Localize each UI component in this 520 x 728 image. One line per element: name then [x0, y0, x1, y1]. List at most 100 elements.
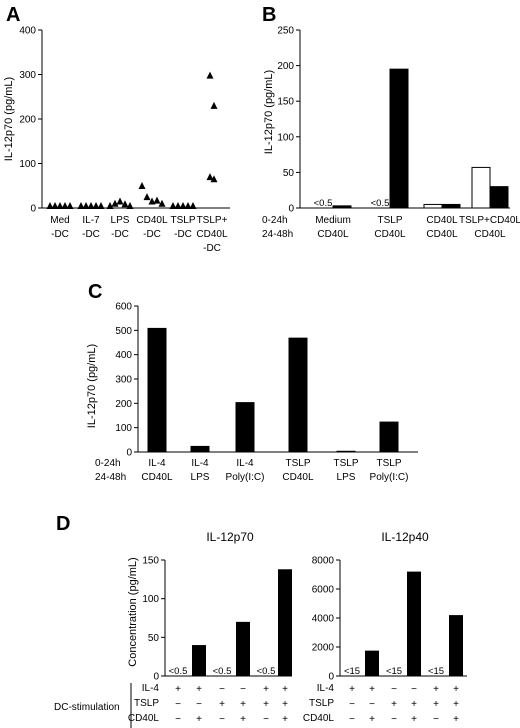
b-y-tick-label: 250 [277, 26, 294, 37]
d-p70-data-label: <0.5 [213, 666, 232, 677]
c-x-tick-label: LPS [337, 472, 356, 483]
b-row-label: 0-24h [262, 215, 288, 226]
a-data-point [66, 202, 74, 209]
d-p40-data-label: <15 [386, 666, 402, 677]
b-x-tick-label: CD40L [474, 229, 506, 240]
a-data-point [138, 181, 146, 189]
d-stim-row-label: TSLP [309, 698, 334, 709]
d-stim-mark: − [240, 684, 246, 695]
b-y-tick-label: 200 [277, 61, 294, 72]
a-data-point [148, 197, 156, 205]
d-stim-title: DC-stimulation [54, 702, 120, 713]
a-x-tick-label: -DC [51, 229, 69, 240]
a-data-point [206, 173, 214, 181]
d-stim-mark: + [349, 684, 355, 695]
c-y-tick-label: 600 [115, 302, 132, 313]
a-x-tick-label: TSLP+ [197, 215, 228, 226]
d-p70-y-tick-label: 150 [142, 556, 159, 567]
d-stim-mark: + [282, 684, 288, 695]
d-stim-mark: − [411, 684, 417, 695]
b-data-label: <0.5 [314, 198, 333, 209]
d-stim-mark: + [240, 699, 246, 710]
a-data-point [111, 199, 119, 207]
a-x-tick-label: -DC [111, 229, 129, 240]
c-y-tick-label: 500 [115, 326, 132, 337]
d-stim-mark: + [453, 699, 459, 710]
a-data-point [158, 199, 166, 207]
c-row-label: 0-24h [95, 458, 121, 469]
c-x-tick-label: Poly(I:C) [370, 472, 409, 483]
a-x-tick-label: CD40L [196, 229, 228, 240]
c-x-tick-label: TSLP [376, 458, 401, 469]
a-y-tick-label: 200 [19, 115, 36, 126]
panel-label-a: A [6, 4, 20, 26]
d-stim-mark: − [349, 699, 355, 710]
c-x-tick-label: TSLP [333, 458, 358, 469]
a-data-point [46, 202, 54, 209]
c-y-axis-label: IL-12p70 (pg/mL) [86, 344, 98, 428]
d-p70-bar [192, 645, 206, 676]
d-p40-y-tick-label: 0 [328, 672, 334, 683]
b-bar [423, 203, 443, 209]
d-p40-bar [449, 615, 463, 676]
a-data-point [184, 202, 192, 209]
b-x-tick-label: Medium [315, 215, 351, 226]
d-stim-mark: + [369, 714, 375, 725]
d-stim-row-label: IL-4 [142, 683, 160, 694]
d-p40-y-tick-label: 4000 [312, 614, 335, 625]
c-y-tick-label: 300 [115, 375, 132, 386]
panel-label-b: B [262, 4, 276, 26]
d-stim-mark: + [411, 714, 417, 725]
b-bar [441, 203, 461, 209]
a-data-point [126, 202, 134, 209]
a-y-tick-label: 300 [19, 70, 36, 81]
d-stim-mark: − [219, 714, 225, 725]
b-x-tick-label: TSLP+CD40L [459, 215, 520, 226]
c-x-tick-label: LPS [191, 472, 210, 483]
d-stim-mark: + [453, 684, 459, 695]
a-data-point [210, 175, 218, 183]
a-x-tick-label: -DC [143, 229, 161, 240]
a-data-point [56, 202, 64, 209]
a-x-tick-label: LPS [111, 215, 130, 226]
b-x-tick-label: CD40L [426, 229, 458, 240]
b-y-tick-label: 100 [277, 132, 294, 143]
c-x-tick-label: IL-4 [191, 458, 209, 469]
d-p70-y-tick-label: 100 [142, 594, 159, 605]
a-x-tick-label: Med [50, 215, 69, 226]
d-p70-bar [278, 569, 292, 676]
a-data-point [153, 196, 161, 204]
c-row-label: 24-48h [95, 472, 126, 483]
a-y-tick-label: 0 [30, 204, 36, 215]
b-y-tick-label: 0 [288, 204, 294, 215]
a-data-point [82, 202, 90, 209]
d-stim-mark: + [453, 714, 459, 725]
d-y-axis-label: Concentration (pg/mL) [127, 557, 139, 666]
a-data-point [210, 101, 218, 109]
c-x-tick-label: TSLP [285, 458, 310, 469]
d-p70-y-tick-label: 0 [153, 672, 159, 683]
d-stim-mark: + [369, 684, 375, 695]
d-stim-mark: + [196, 714, 202, 725]
d-stim-mark: − [391, 684, 397, 695]
a-data-point [189, 202, 197, 209]
d-p70-title: IL-12p70 [206, 530, 254, 544]
d-stim-mark: + [263, 684, 269, 695]
b-x-tick-label: CD40L [317, 229, 349, 240]
c-bar [147, 327, 167, 452]
b-bar [489, 186, 509, 209]
d-p40-bar [407, 571, 421, 676]
d-stim-mark: + [196, 684, 202, 695]
c-x-tick-label: Poly(I:C) [226, 472, 265, 483]
d-stim-mark: − [175, 699, 181, 710]
d-stim-mark: + [240, 714, 246, 725]
a-y-axis-label: IL-12p70 (pg/mL) [3, 77, 15, 161]
b-bar [471, 166, 491, 209]
a-x-tick-label: CD40L [136, 215, 168, 226]
a-y-tick-label: 400 [19, 26, 36, 37]
d-p70-y-tick-label: 50 [148, 633, 160, 644]
a-data-point [206, 71, 214, 79]
b-y-axis-label: IL-12p70 (pg/mL) [263, 70, 275, 154]
